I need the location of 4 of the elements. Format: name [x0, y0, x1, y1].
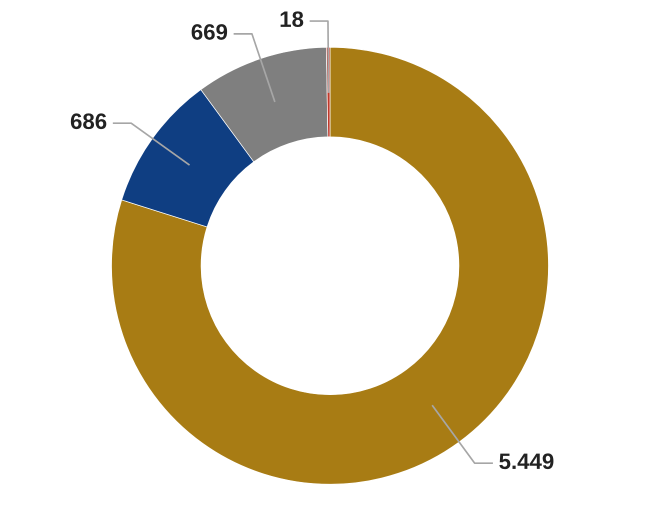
data-label: 686: [70, 113, 106, 130]
data-label: 18: [280, 11, 304, 28]
data-label: 669: [192, 24, 228, 40]
data-label: 5.449: [499, 453, 554, 470]
